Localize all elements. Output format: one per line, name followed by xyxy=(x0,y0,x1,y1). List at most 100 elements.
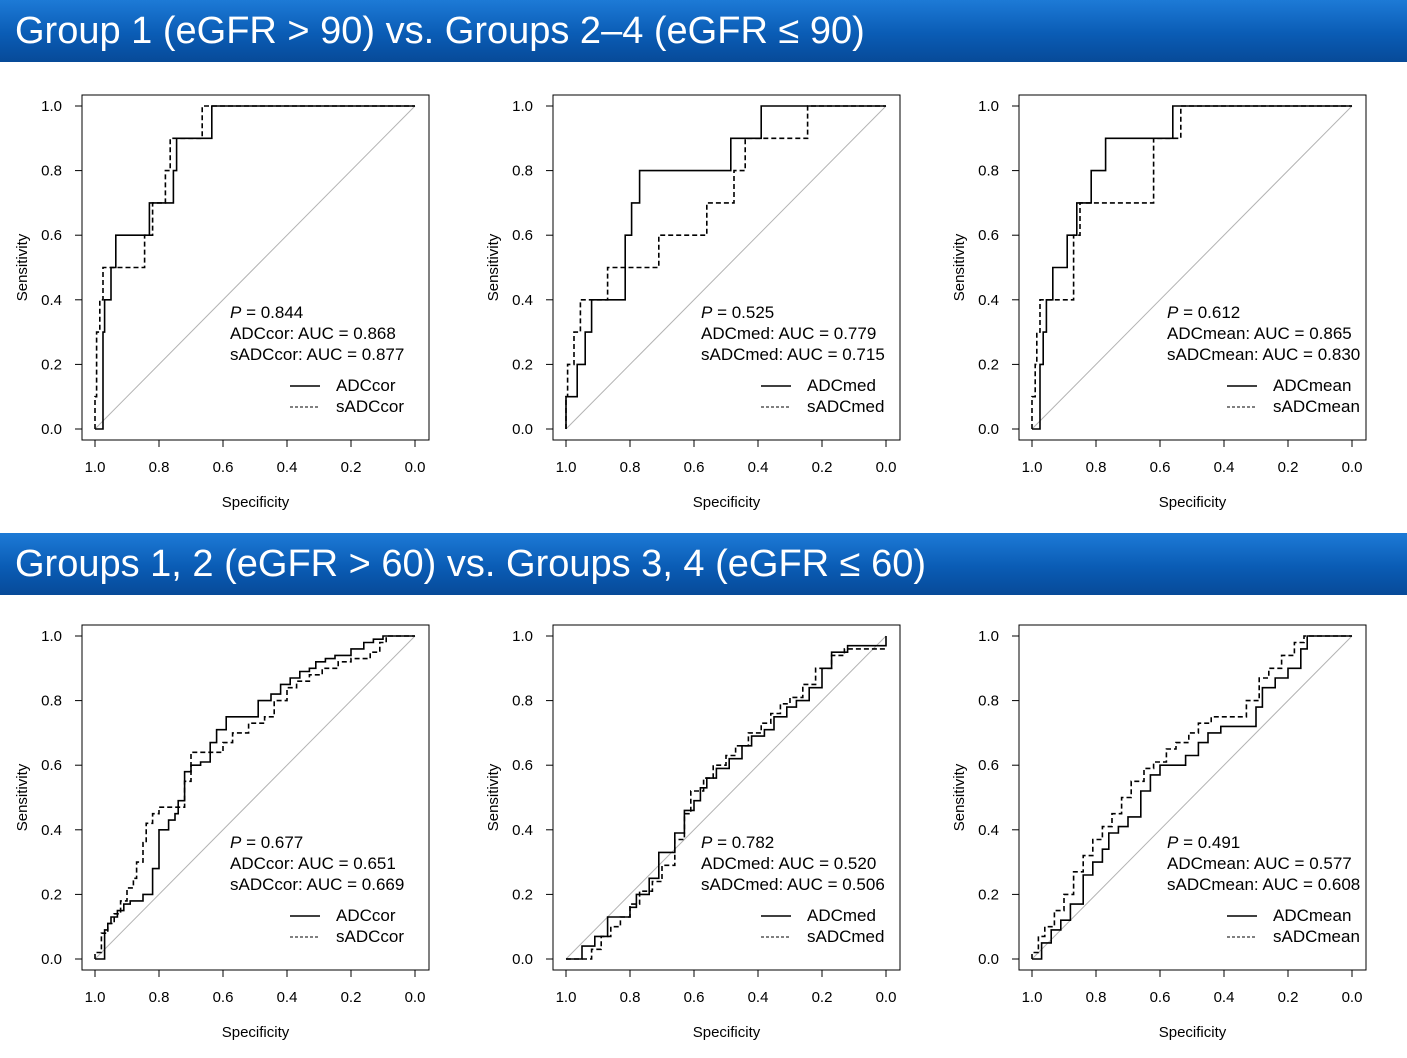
x-tick-label: 1.0 xyxy=(85,989,106,1006)
auc-text: sADCmed: AUC = 0.715 xyxy=(701,345,885,364)
legend-label-sadcmed: sADCmed xyxy=(807,397,884,416)
x-tick-label: 1.0 xyxy=(1022,989,1043,1006)
plot-frame xyxy=(1018,624,1367,971)
y-tick-label: 1.0 xyxy=(978,628,999,645)
y-tick-label: 0.4 xyxy=(512,292,533,309)
x-tick-label: 0.0 xyxy=(876,459,897,476)
x-tick-label: 0.4 xyxy=(748,989,769,1006)
p-symbol: P xyxy=(230,303,242,322)
legend-label-sadccor: sADCcor xyxy=(336,927,404,946)
roc-chart-1: 0.0 0.2 0.4 0.6 0.8 1.0 1.0 0.8 0.6 0.4 0.2 0.0 Spec… xyxy=(14,94,430,511)
p-symbol: P xyxy=(701,833,713,852)
x-axis-label: Specificity xyxy=(693,494,761,511)
roc-chart-4: 0.0 0.2 0.4 0.6 0.8 1.0 1.0 0.8 0.6 0.4 0.2 0.0 Spec… xyxy=(14,624,430,1041)
plot-frame xyxy=(81,624,430,971)
x-tick-label: 0.2 xyxy=(812,989,833,1006)
x-tick-label: 0.6 xyxy=(684,989,705,1006)
x-tick-label: 0.2 xyxy=(1278,989,1299,1006)
p-value: = 0.844 xyxy=(241,303,303,322)
y-tick-label: 0.0 xyxy=(512,421,533,438)
reference-diagonal xyxy=(565,635,887,960)
x-axis-label: Specificity xyxy=(222,494,290,511)
legend-label-adcmean: ADCmean xyxy=(1273,906,1351,925)
y-tick-label: 0.8 xyxy=(41,693,62,710)
x-axis-label: Specificity xyxy=(693,1024,761,1041)
y-tick-label: 0.4 xyxy=(978,292,999,309)
reference-diagonal xyxy=(565,105,887,430)
y-axis-label: Sensitivity xyxy=(485,763,502,831)
auc-text: sADCmean: AUC = 0.830 xyxy=(1167,345,1360,364)
legend-label-sadcmean: sADCmean xyxy=(1273,927,1360,946)
plot-frame xyxy=(552,94,901,441)
section-banner-1: Group 1 (eGFR > 90) vs. Groups 2–4 (eGFR… xyxy=(0,0,1407,62)
x-tick-label: 1.0 xyxy=(1022,459,1043,476)
auc-text: ADCmed: AUC = 0.779 xyxy=(701,324,876,343)
y-tick-label: 1.0 xyxy=(41,98,62,115)
x-tick-label: 1.0 xyxy=(556,459,577,476)
y-tick-label: 0.8 xyxy=(978,693,999,710)
x-tick-label: 0.4 xyxy=(748,459,769,476)
x-tick-label: 0.0 xyxy=(405,989,426,1006)
y-tick-label: 0.6 xyxy=(978,757,999,774)
y-tick-label: 0.2 xyxy=(978,886,999,903)
x-tick-label: 0.8 xyxy=(1086,989,1107,1006)
y-tick-label: 0.2 xyxy=(41,356,62,373)
y-tick-label: 0.6 xyxy=(41,227,62,244)
p-value: = 0.612 xyxy=(1178,303,1240,322)
y-axis-label: Sensitivity xyxy=(951,763,968,831)
p-symbol: P xyxy=(1167,303,1179,322)
legend-label-adcmean: ADCmean xyxy=(1273,376,1351,395)
plot-frame xyxy=(552,624,901,971)
y-tick-label: 0.8 xyxy=(512,693,533,710)
y-tick-label: 0.0 xyxy=(978,421,999,438)
auc-text: ADCmed: AUC = 0.520 xyxy=(701,854,876,873)
y-axis-label: Sensitivity xyxy=(14,233,31,301)
auc-text: sADCmean: AUC = 0.608 xyxy=(1167,875,1360,894)
y-axis-label: Sensitivity xyxy=(485,233,502,301)
y-tick-label: 1.0 xyxy=(512,98,533,115)
legend-label-sadcmean: sADCmean xyxy=(1273,397,1360,416)
p-value: = 0.677 xyxy=(241,833,303,852)
x-tick-label: 0.6 xyxy=(213,459,234,476)
x-axis-label: Specificity xyxy=(222,1024,290,1041)
y-tick-label: 0.4 xyxy=(978,822,999,839)
p-symbol: P xyxy=(1167,833,1179,852)
auc-text: ADCcor: AUC = 0.651 xyxy=(230,854,396,873)
roc-curve-sadccor xyxy=(94,105,415,429)
roc-curve-sadcmean xyxy=(1031,635,1352,959)
p-value-text: P = 0.612 xyxy=(1167,303,1240,322)
auc-text: sADCmed: AUC = 0.506 xyxy=(701,875,885,894)
x-tick-label: 0.8 xyxy=(620,989,641,1006)
x-tick-label: 0.8 xyxy=(149,459,170,476)
p-value: = 0.782 xyxy=(712,833,774,852)
x-tick-label: 0.0 xyxy=(1342,459,1363,476)
y-tick-label: 1.0 xyxy=(512,628,533,645)
roc-curve-sadcmed xyxy=(566,648,886,960)
y-tick-label: 1.0 xyxy=(41,628,62,645)
x-tick-label: 0.6 xyxy=(213,989,234,1006)
roc-chart-5: 0.0 0.2 0.4 0.6 0.8 1.0 1.0 0.8 0.6 0.4 0.2 0.0 Spec… xyxy=(485,624,901,1041)
p-value-text: P = 0.525 xyxy=(701,303,774,322)
y-tick-label: 0.2 xyxy=(41,886,62,903)
roc-curve-sadcmed xyxy=(565,105,886,429)
legend-label-adccor: ADCcor xyxy=(336,376,396,395)
y-tick-label: 0.6 xyxy=(978,227,999,244)
y-tick-label: 0.4 xyxy=(512,822,533,839)
roc-chart-6: 0.0 0.2 0.4 0.6 0.8 1.0 1.0 0.8 0.6 0.4 0.2 0.0 Spec… xyxy=(951,624,1367,1041)
roc-chart-3: 0.0 0.2 0.4 0.6 0.8 1.0 1.0 0.8 0.6 0.4 0.2 0.0 Spec… xyxy=(951,94,1367,511)
reference-diagonal xyxy=(94,635,416,960)
section-title-1: Group 1 (eGFR > 90) vs. Groups 2–4 (eGFR… xyxy=(15,10,865,52)
y-tick-label: 0.0 xyxy=(978,951,999,968)
roc-chart-2: 0.0 0.2 0.4 0.6 0.8 1.0 1.0 0.8 0.6 0.4 0.2 0.0 Spec… xyxy=(485,94,901,511)
x-tick-label: 0.8 xyxy=(149,989,170,1006)
y-tick-label: 0.6 xyxy=(512,757,533,774)
x-tick-label: 0.2 xyxy=(341,459,362,476)
y-tick-label: 0.8 xyxy=(978,163,999,180)
reference-diagonal xyxy=(1031,105,1353,430)
x-axis-label: Specificity xyxy=(1159,494,1227,511)
x-tick-label: 0.6 xyxy=(1150,459,1171,476)
x-tick-label: 0.4 xyxy=(277,459,298,476)
x-tick-label: 0.4 xyxy=(1214,989,1235,1006)
p-symbol: P xyxy=(230,833,242,852)
auc-text: ADCmean: AUC = 0.577 xyxy=(1167,854,1352,873)
